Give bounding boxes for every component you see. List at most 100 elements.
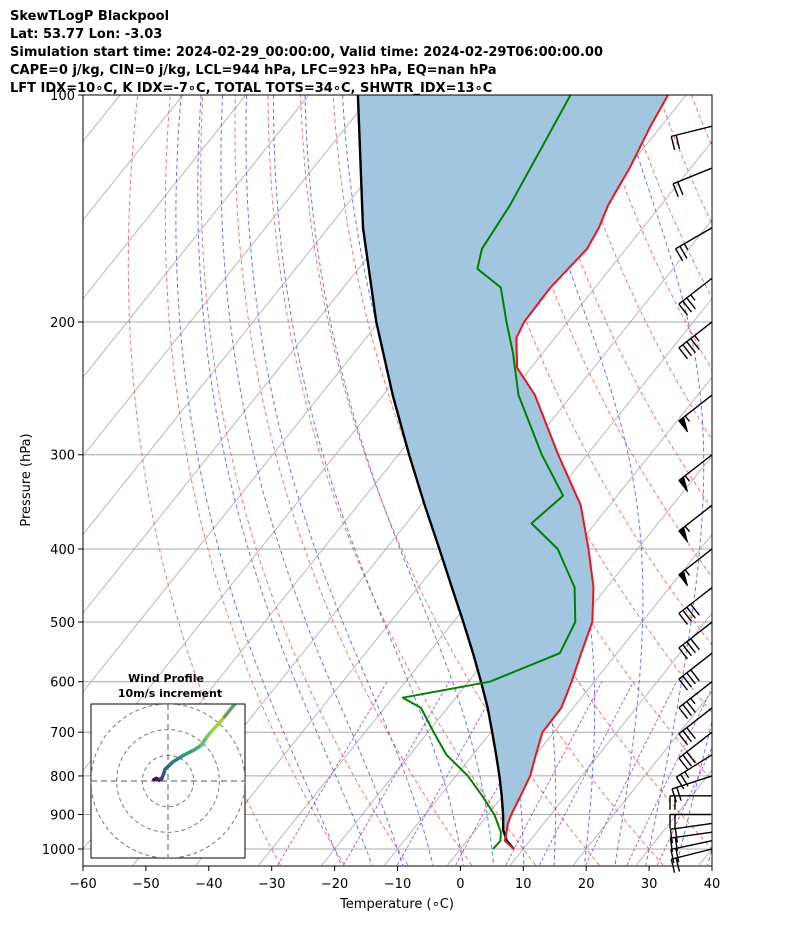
wind-barb [671, 775, 713, 803]
dry-adiabat [267, 95, 536, 866]
wind-barb-staff [672, 167, 713, 185]
dewpoint-profile-line [401, 95, 577, 850]
wind-barb-half-flag [690, 697, 696, 705]
wind-barb-flag [686, 751, 696, 764]
wind-barb-half-flag [684, 525, 691, 533]
moist-adiabat [520, 95, 644, 866]
wind-barb-flag [671, 788, 678, 803]
wind-barb-flag [679, 245, 688, 259]
wind-barb-flag [678, 347, 689, 360]
wind-barb [678, 681, 713, 720]
mixing-ratio-line [656, 746, 712, 866]
dry-adiabat [560, 95, 712, 441]
cin-cape-shading [357, 95, 668, 849]
wind-barb-flag [678, 757, 689, 770]
hodograph-trace-segment [181, 748, 196, 758]
wind-barb-flag [669, 837, 674, 853]
stability-indices-2: LFT IDX=10∘C, K IDX=-7∘C, TOTAL TOTS=34∘… [10, 81, 493, 96]
dry-adiabat [234, 95, 473, 866]
wind-barb-flag [678, 707, 689, 720]
x-axis-label: Temperature (∘C) [339, 897, 454, 912]
moist-adiabat [175, 95, 342, 866]
x-tick-label: 0 [456, 877, 464, 892]
mixing-ratio-line [585, 681, 677, 866]
mixing-ratio-line [397, 681, 501, 866]
x-tick-label: −30 [258, 877, 285, 892]
wind-barb-flag [686, 606, 696, 619]
wind-barb-flag [674, 828, 679, 843]
dry-adiabat [495, 95, 712, 578]
wind-barb-flag [669, 829, 674, 844]
wind-barb-half-flag [684, 415, 691, 422]
wind-barb [669, 822, 713, 844]
wind-barb [678, 394, 713, 433]
wind-barb [670, 125, 713, 151]
wind-barb [669, 831, 713, 853]
hodograph-trace-segment [163, 760, 175, 772]
wind-barb [678, 652, 713, 691]
station-coordinates: Lat: 53.77 Lon: -3.03 [10, 27, 163, 42]
wind-barb-flag [675, 248, 684, 262]
wind-barb-flag [690, 669, 700, 682]
x-tick-label: −20 [321, 877, 348, 892]
hodograph-inset: Wind Profile 10m/s increment [90, 672, 246, 859]
wind-barb-flag [670, 136, 676, 151]
x-tick-label: 40 [704, 877, 721, 892]
wind-barb-staff [678, 394, 713, 422]
wind-barb-half-flag [684, 569, 691, 576]
wind-barb-flag [675, 776, 685, 790]
wind-barb-flag [686, 297, 696, 310]
wind-barb-flag [686, 727, 696, 740]
mixing-ratio-line [455, 681, 556, 866]
wind-barb-flag [682, 730, 693, 743]
hodograph-title: Wind Profile [128, 672, 204, 685]
wind-barb [669, 813, 712, 829]
x-axis-ticks: −60 −50 −40 −30 −20 −10 0 10 20 30 40 [69, 866, 720, 892]
y-axis-label: Pressure (hPa) [19, 433, 34, 526]
wind-barb [672, 167, 713, 198]
wind-barbs [669, 125, 713, 873]
moist-adiabat [197, 95, 373, 866]
wind-barb-flag [678, 647, 689, 660]
wind-barb-half-flag [683, 243, 689, 251]
hodograph-trace-segment [171, 753, 186, 764]
parcel-profile-line [356, 95, 515, 850]
isotherm [447, 533, 712, 866]
y-tick-label: 100 [50, 89, 75, 104]
simulation-times: Simulation start time: 2024-02-29_00:00:… [10, 45, 603, 60]
wind-barb [675, 227, 713, 262]
wind-barb-staff [671, 775, 713, 790]
moist-adiabat [618, 95, 705, 866]
isotherm [510, 612, 712, 866]
wind-barb-flag [674, 837, 679, 852]
isotherm [83, 95, 436, 536]
dry-adiabat [164, 95, 345, 866]
wind-barb-staff [678, 681, 713, 709]
wind-barb [678, 277, 713, 316]
y-tick-label: 200 [50, 316, 75, 331]
wind-barb-flag [690, 638, 700, 651]
wind-barb [678, 504, 713, 543]
wind-barb-pennant [678, 416, 689, 433]
wind-barb-flag [682, 754, 693, 767]
chart-header: SkewTLogP Blackpool Lat: 53.77 Lon: -3.0… [10, 8, 603, 98]
wind-barb-flag [686, 641, 696, 654]
y-tick-label: 700 [50, 726, 75, 741]
wind-barb-staff [675, 227, 713, 250]
wind-barb [678, 731, 713, 770]
isotherm [258, 297, 712, 866]
wind-barb [678, 621, 713, 660]
dry-adiabat [300, 95, 600, 866]
wind-barb-half-flag [684, 771, 690, 779]
mixing-ratio-line [505, 681, 603, 866]
y-tick-label: 600 [50, 676, 75, 691]
dry-adiabat [462, 95, 712, 646]
moist-adiabat [220, 95, 404, 866]
wind-barb-staff [678, 454, 713, 482]
x-tick-label: −60 [69, 877, 96, 892]
wind-barb-flag [682, 609, 693, 622]
wind-barb-flag [680, 774, 689, 787]
wind-barb-pennant [678, 526, 689, 543]
wind-barb-flag [678, 303, 689, 316]
